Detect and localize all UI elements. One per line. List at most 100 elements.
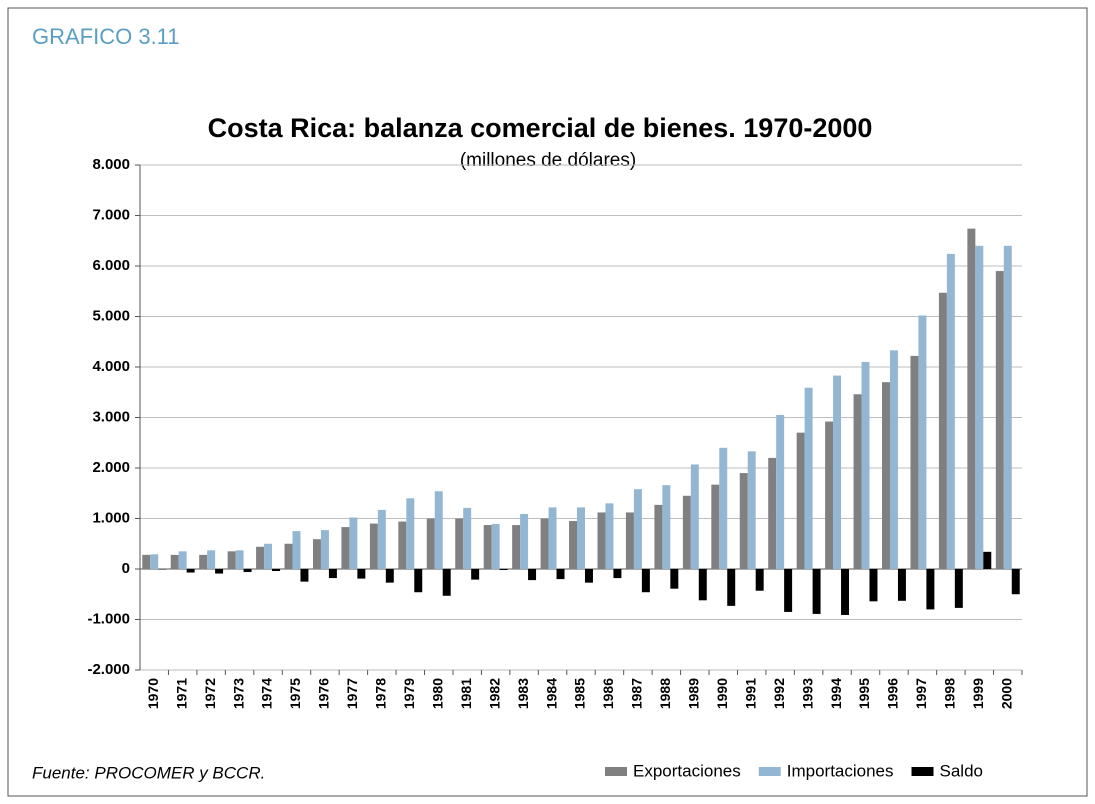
- x-tick-label: 1978: [373, 678, 389, 709]
- bar: [178, 551, 187, 569]
- bar: [512, 525, 521, 569]
- x-tick-label: 1975: [287, 678, 303, 709]
- bar: [946, 253, 955, 569]
- bar: [853, 394, 862, 569]
- bar: [341, 527, 350, 569]
- bar: [698, 569, 707, 601]
- y-tick-label: 3.000: [92, 408, 130, 425]
- bar: [662, 485, 671, 569]
- bar: [199, 554, 208, 569]
- bar: [528, 569, 537, 581]
- bar: [357, 569, 366, 579]
- x-tick-label: 1996: [885, 678, 901, 709]
- y-tick-label: 7.000: [92, 206, 130, 223]
- bar: [825, 421, 834, 569]
- bar: [918, 315, 927, 569]
- x-tick-label: 1971: [173, 678, 189, 709]
- bar: [796, 432, 805, 569]
- x-tick-label: 1987: [629, 678, 645, 709]
- bar: [264, 543, 273, 569]
- bar: [170, 554, 179, 569]
- bar: [491, 524, 500, 569]
- x-tick-label: 1993: [799, 678, 815, 709]
- bar: [869, 569, 878, 602]
- bar: [633, 489, 642, 569]
- bar: [727, 569, 736, 606]
- legend-label: Importaciones: [787, 761, 894, 780]
- x-tick-label: 1981: [458, 678, 474, 709]
- bar: [398, 521, 407, 569]
- header: GRAFICO 3.11: [32, 24, 180, 49]
- bar: [284, 543, 293, 569]
- bar: [207, 550, 216, 569]
- x-tick-label: 1980: [429, 678, 445, 709]
- x-tick-label: 1991: [742, 678, 758, 709]
- x-tick-label: 1994: [828, 678, 844, 709]
- legend-swatch: [911, 767, 934, 776]
- legend-swatch: [758, 767, 781, 776]
- bar: [577, 507, 585, 569]
- bar: [414, 569, 423, 593]
- bar: [385, 569, 394, 583]
- bar: [910, 355, 919, 569]
- bar: [975, 245, 984, 570]
- bar: [739, 473, 748, 569]
- bar: [227, 551, 236, 569]
- bar: [882, 382, 890, 569]
- bar: [369, 523, 378, 569]
- bar: [938, 292, 947, 569]
- x-tick-label: 1999: [970, 678, 986, 709]
- bar: [142, 554, 151, 569]
- bar: [243, 569, 252, 573]
- bar: [654, 504, 663, 569]
- x-tick-label: 1988: [657, 678, 673, 709]
- x-tick-label: 1976: [316, 678, 332, 709]
- legend-label: Saldo: [940, 761, 983, 780]
- bar: [349, 517, 358, 569]
- x-tick-label: 1986: [600, 678, 616, 709]
- bar: [520, 513, 529, 569]
- bar: [328, 569, 337, 579]
- bar: [1003, 245, 1012, 570]
- y-tick-label: 0: [122, 560, 130, 577]
- bar: [548, 507, 557, 569]
- bar: [377, 509, 386, 569]
- bar: [889, 350, 898, 569]
- bar: [690, 464, 699, 569]
- bar: [897, 569, 906, 601]
- x-tick-label: 1995: [856, 678, 872, 709]
- x-tick-label: 1984: [543, 678, 559, 709]
- x-tick-label: 1982: [486, 678, 502, 709]
- bar: [641, 569, 650, 593]
- bar: [320, 530, 329, 569]
- x-tick-label: 1977: [344, 678, 360, 709]
- bar: [784, 569, 793, 612]
- bar: [499, 569, 508, 571]
- bar: [584, 569, 593, 583]
- y-tick-label: 1.000: [92, 509, 130, 526]
- bar: [569, 521, 578, 569]
- bar: [613, 569, 622, 579]
- x-tick-label: 1989: [686, 678, 702, 709]
- y-tick-label: -1.000: [87, 610, 130, 627]
- chart-title: Costa Rica: balanza comercial de bienes.…: [208, 113, 873, 143]
- bar: [406, 498, 415, 569]
- bar: [272, 569, 280, 572]
- bar: [625, 512, 634, 569]
- y-tick-label: 6.000: [92, 257, 130, 274]
- bar: [768, 457, 777, 569]
- bar: [1011, 569, 1020, 595]
- x-tick-label: 1983: [515, 678, 531, 709]
- bar: [292, 531, 301, 569]
- bar: [755, 569, 764, 591]
- bar: [804, 387, 813, 569]
- bar: [483, 525, 492, 569]
- bar: [158, 569, 167, 570]
- x-tick-label: 1973: [230, 678, 246, 709]
- bar: [150, 554, 159, 569]
- bar: [983, 551, 992, 569]
- chart-subtitle: (millones de dólares): [460, 150, 636, 171]
- x-tick-label: 1985: [572, 678, 588, 709]
- bar: [434, 491, 443, 569]
- bar: [442, 569, 451, 596]
